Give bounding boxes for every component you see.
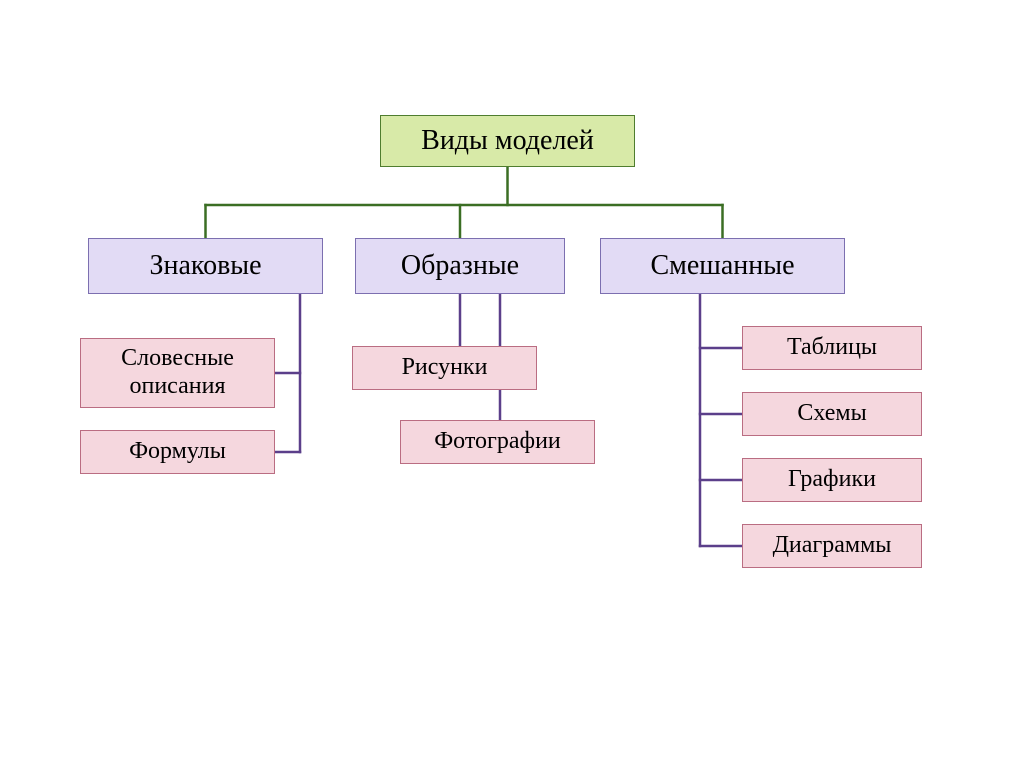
leaf-sign-1: Формулы (80, 430, 275, 474)
diagram-stage: Виды моделей Знаковые Образные Смешанные Сло… (0, 0, 1024, 767)
leaf-image-2: Рисунки (352, 346, 537, 390)
category-sign: Знаковые (88, 238, 323, 294)
root-node: Виды моделей (380, 115, 635, 167)
leaf-image-3: Фотографии (400, 420, 595, 464)
leaf-mixed-6: Графики (742, 458, 922, 502)
leaf-sign-0: Словесныеописания (80, 338, 275, 408)
category-mixed: Смешанные (600, 238, 845, 294)
category-image: Образные (355, 238, 565, 294)
leaf-mixed-7: Диаграммы (742, 524, 922, 568)
leaf-mixed-5: Схемы (742, 392, 922, 436)
leaf-mixed-4: Таблицы (742, 326, 922, 370)
